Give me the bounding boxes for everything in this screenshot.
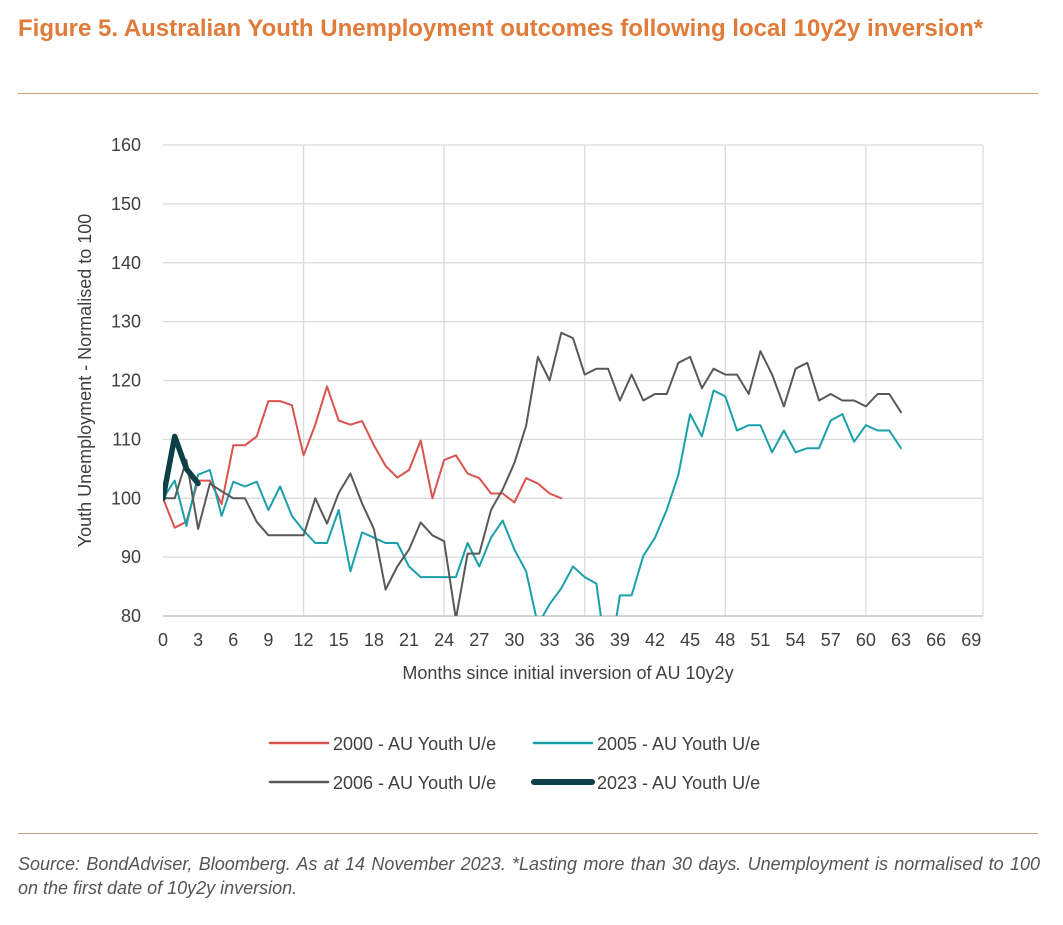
x-tick-label: 66 [926,630,946,650]
y-axis-title: Youth Unemployment - Normalised to 100 [75,214,95,548]
x-tick-label: 15 [329,630,349,650]
x-tick-label: 42 [645,630,665,650]
x-tick-label: 63 [891,630,911,650]
x-tick-label: 3 [193,630,203,650]
y-tick-label: 160 [111,135,141,155]
x-tick-label: 45 [680,630,700,650]
x-tick-label: 48 [715,630,735,650]
source-note: Source: BondAdviser, Bloomberg. As at 14… [18,854,1040,898]
x-tick-label: 51 [750,630,770,650]
x-tick-label: 0 [158,630,168,650]
legend-label-3: 2006 - AU Youth U/e [333,773,496,793]
bottom-divider [18,833,1038,834]
legend-label-4: 2023 - AU Youth U/e [597,773,760,793]
x-tick-label: 6 [228,630,238,650]
x-tick-label: 36 [575,630,595,650]
series-line-3 [163,331,902,616]
x-tick-label: 33 [540,630,560,650]
y-tick-labels: 80 90 100 110 120 130 140 150 160 [111,135,141,626]
top-divider [18,93,1038,94]
figure-title: Figure 5. Australian Youth Unemployment … [18,15,984,42]
legend-label-1: 2000 - AU Youth U/e [333,734,496,754]
y-tick-label: 130 [111,312,141,332]
y-tick-label: 150 [111,194,141,214]
y-tick-label: 90 [121,547,141,567]
x-tick-label: 9 [263,630,273,650]
series-lines [163,331,902,616]
x-tick-label: 54 [786,630,806,650]
y-tick-label: 100 [111,488,141,508]
x-tick-label: 60 [856,630,876,650]
x-tick-label: 30 [504,630,524,650]
y-tick-label: 110 [112,429,141,449]
x-tick-label: 24 [434,630,454,650]
x-tick-label: 69 [961,630,981,650]
x-axis-title: Months since initial inversion of AU 10y… [402,663,733,683]
x-tick-label: 27 [469,630,489,650]
series-line-2 [163,389,902,616]
x-tick-label: 12 [294,630,314,650]
gridlines [163,144,984,617]
y-tick-label: 120 [111,371,141,391]
x-tick-label: 39 [610,630,630,650]
legend: 2000 - AU Youth U/e 2005 - AU Youth U/e 20… [268,734,760,793]
series-line-4 [163,433,201,502]
legend-label-2: 2005 - AU Youth U/e [597,734,760,754]
x-tick-label: 57 [821,630,841,650]
x-tick-label: 21 [399,630,419,650]
x-tick-labels: 0 3 6 9 12 15 18 21 24 27 30 33 36 39 42 45 48 51 54 57 60 63… [158,630,981,650]
y-tick-label: 80 [121,606,141,626]
y-tick-label: 140 [111,253,141,273]
x-tick-label: 18 [364,630,384,650]
series-line-1 [163,385,563,529]
